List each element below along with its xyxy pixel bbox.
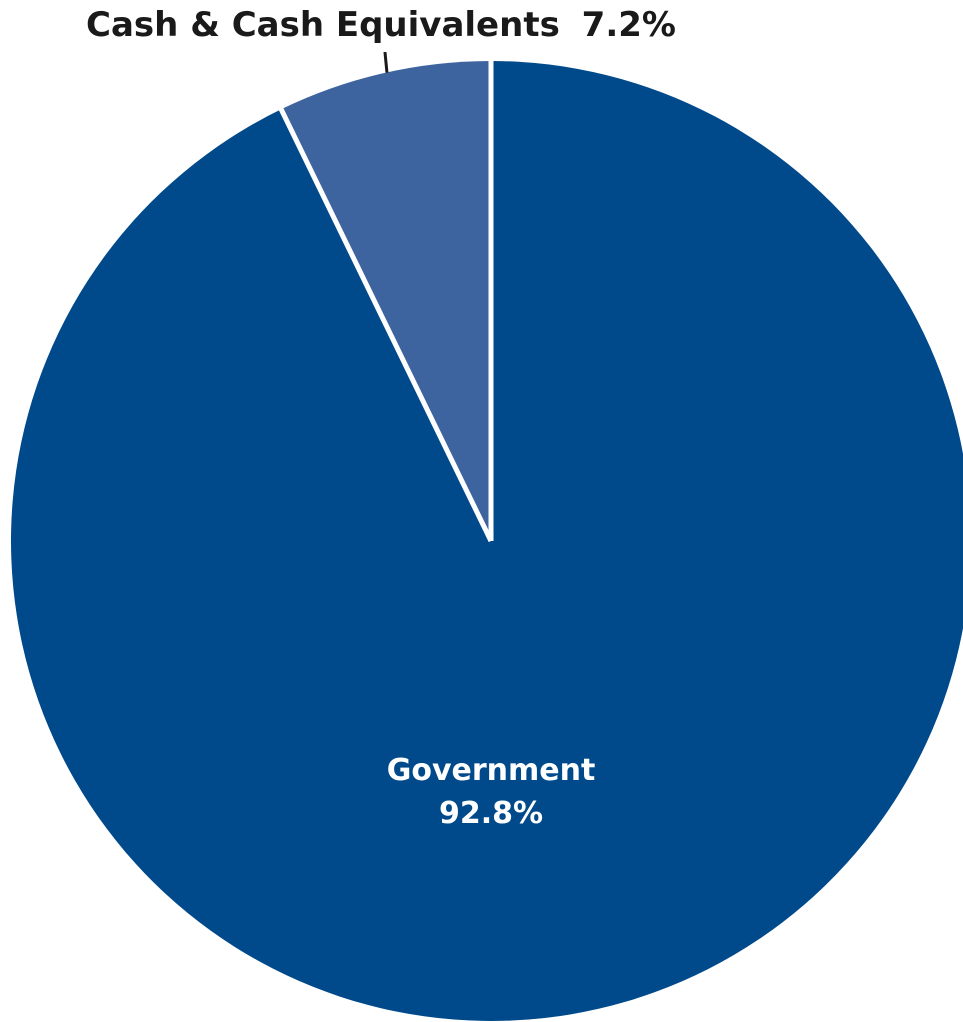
government-slice [11,61,963,1021]
government-slice-name: Government [387,753,596,788]
cash-leader-line [383,51,389,73]
slice-divider-1 [278,106,494,543]
government-slice-value: 92.8% [439,796,543,831]
slice-dividers [278,59,494,543]
cash-slice-name: Cash & Cash Equivalents [86,5,560,45]
pie-slices [11,61,963,1021]
cash-slice [281,61,491,541]
cash-slice-value: 7.2% [582,5,676,45]
cash-slice-label: Cash & Cash Equivalents 7.2% [86,5,676,45]
